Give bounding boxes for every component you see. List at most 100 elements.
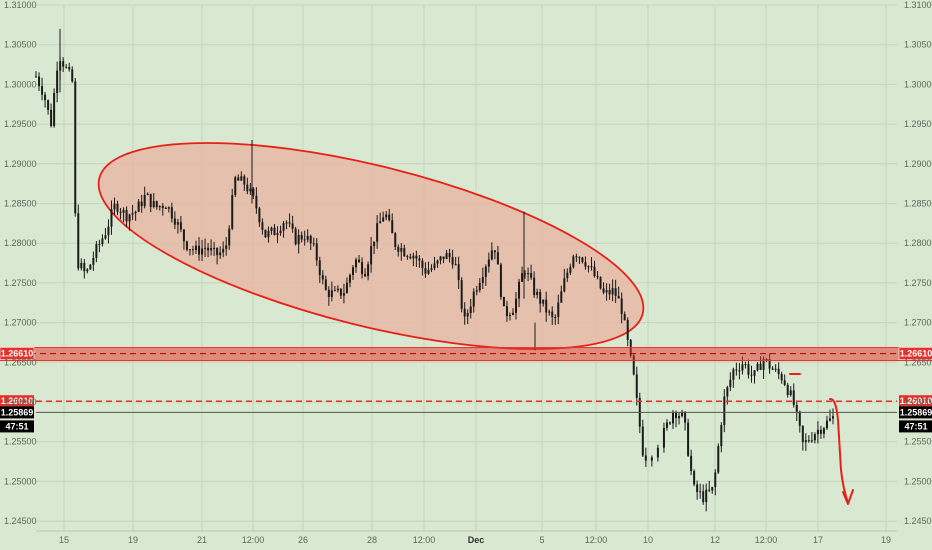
candle-body (596, 276, 599, 278)
candle-body (554, 317, 557, 319)
candle-body (515, 298, 518, 313)
x-tick-label: 12 (710, 535, 720, 545)
candle-body (457, 264, 460, 281)
candle-body (744, 364, 747, 366)
candle-body (720, 425, 723, 447)
candle-body (185, 241, 188, 250)
candle-body (110, 209, 113, 227)
candle-body (825, 420, 828, 429)
candle-body (71, 69, 74, 82)
x-tick-label: Dec (468, 535, 485, 545)
candle-body (545, 299, 548, 313)
candle-body (644, 455, 647, 461)
candle-body (201, 248, 204, 255)
candle-body (149, 193, 152, 208)
candle-body (415, 255, 418, 259)
candle-body (264, 229, 267, 238)
candle-body (593, 266, 596, 277)
candle-body (481, 276, 484, 284)
candle-body (602, 288, 605, 293)
y-tick-label-right: 1.30500 (904, 40, 932, 50)
candles (35, 28, 834, 512)
candle-body (361, 262, 364, 275)
candle-body (68, 66, 71, 70)
candle-body (116, 203, 119, 212)
candle-body (798, 411, 801, 426)
y-tick-label-left: 1.27500 (4, 278, 37, 288)
candle-body (309, 235, 312, 244)
candle-body (569, 267, 572, 273)
candle-body (430, 268, 433, 270)
candle-body (158, 205, 161, 208)
y-tick-label-right: 1.26500 (904, 357, 932, 367)
y-tick-label-left: 1.28500 (4, 199, 37, 209)
candle-body (813, 434, 816, 441)
candle-body (243, 176, 246, 185)
candle-body (270, 227, 273, 231)
x-tick-label: 12:00 (755, 535, 778, 545)
candle-body (521, 273, 524, 282)
candle-body (632, 355, 635, 375)
candle-body (255, 195, 258, 209)
candle-body (351, 267, 354, 275)
candle-body (493, 250, 496, 253)
candle-body (792, 390, 795, 405)
y-tick-label-right: 1.29500 (904, 119, 932, 129)
price-badge-left-label: 1.26010 (1, 396, 34, 406)
y-tick-label-left: 1.25000 (4, 476, 37, 486)
candle-body (472, 291, 475, 307)
candle-body (222, 248, 225, 253)
candle-body (131, 213, 134, 215)
candle-body (584, 261, 587, 267)
candle-body (92, 258, 95, 265)
candle-body (327, 289, 330, 297)
candle-body (225, 245, 228, 249)
candle-body (394, 233, 397, 247)
candle-body (355, 259, 358, 268)
candle-body (590, 266, 593, 268)
candle-body (463, 308, 466, 317)
price-badge-right (899, 406, 932, 419)
candle-body (587, 266, 590, 268)
candle-body (312, 243, 315, 245)
candle-body (258, 208, 261, 223)
candle-body (421, 260, 424, 269)
candle-body (723, 396, 726, 426)
candle-body (804, 440, 807, 443)
candle-body (487, 259, 490, 267)
candle-body (626, 320, 629, 340)
candle-body (324, 279, 327, 290)
candle-body (297, 234, 300, 245)
y-tick-label-left: 1.24500 (4, 516, 37, 526)
candle-body (623, 314, 626, 321)
candle-body (439, 256, 442, 261)
candle-body (237, 177, 240, 181)
candle-body (406, 256, 409, 258)
candle-body (502, 296, 505, 307)
countdown-right-label: 47:51 (904, 421, 927, 431)
candle-body (318, 260, 321, 276)
y-tick-label-left: 1.27000 (4, 318, 37, 328)
candle-body (708, 489, 711, 491)
candle-body (339, 288, 342, 296)
candle-body (303, 239, 306, 241)
x-axis: 15 19 21 12:00 26 28 12:00 Dec 5 12:00 10 12 12:00 17… (36, 530, 897, 545)
candle-body (548, 311, 551, 313)
candle-body (690, 455, 693, 472)
x-tick-label: 12:00 (242, 535, 265, 545)
candle-body (137, 201, 140, 212)
candle-body (484, 266, 487, 277)
candle-body (490, 250, 493, 260)
candle-body (382, 217, 385, 222)
candle-body (527, 273, 530, 275)
candle-body (768, 359, 771, 369)
candle-body (641, 426, 644, 456)
y-tick-label-left: 1.29000 (4, 159, 37, 169)
candle-body (448, 253, 451, 258)
candle-body (524, 273, 527, 275)
candle-body (65, 66, 68, 68)
price-badge-right (898, 347, 932, 360)
candle-body (35, 76, 37, 78)
y-tick-label-right: 1.25500 (904, 437, 932, 447)
